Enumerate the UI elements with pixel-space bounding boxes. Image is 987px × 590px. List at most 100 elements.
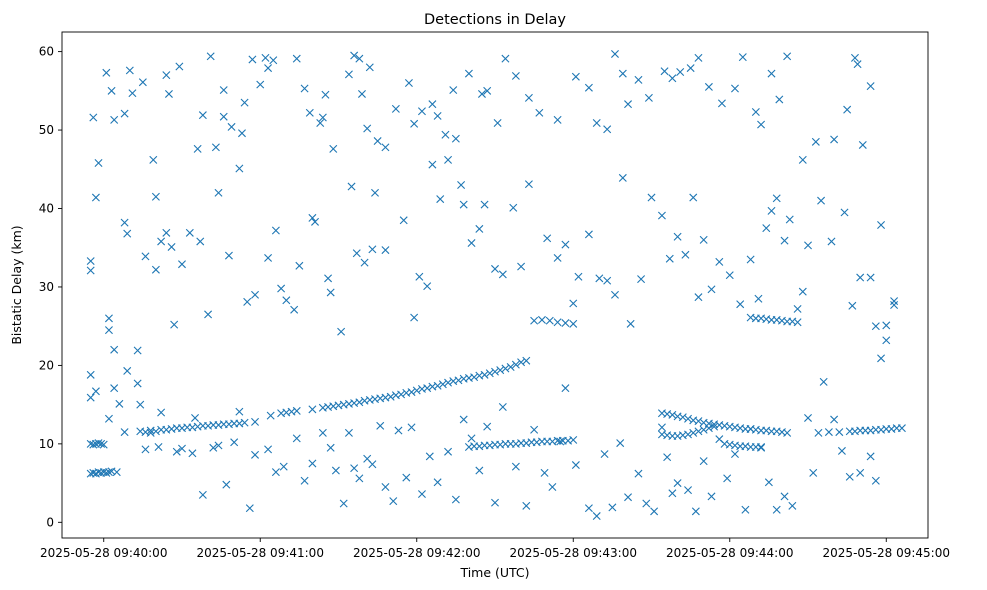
data-point [673, 232, 682, 241]
data-point [522, 501, 531, 510]
data-point [830, 415, 839, 424]
data-point [415, 272, 424, 281]
data-point [616, 439, 625, 448]
data-point [491, 367, 499, 376]
data-point [381, 143, 390, 152]
x-tick-label: 2025-05-28 09:45:00 [823, 546, 950, 560]
data-point [856, 273, 865, 282]
data-point [569, 319, 578, 328]
data-point [793, 304, 802, 313]
data-point [780, 236, 789, 245]
data-point [94, 439, 103, 448]
data-point [86, 370, 95, 379]
data-point [157, 408, 166, 417]
data-point [295, 261, 304, 270]
data-point [524, 180, 533, 189]
data-point [866, 452, 875, 461]
data-point [261, 53, 270, 62]
data-point [660, 67, 669, 76]
data-points [86, 49, 906, 521]
data-point [206, 52, 215, 61]
data-point [433, 111, 442, 120]
x-axis-ticks: 2025-05-28 09:40:00 2025-05-28 09:41:00 20… [40, 538, 950, 560]
data-point [561, 319, 570, 328]
data-point [730, 84, 739, 93]
data-point [402, 473, 411, 482]
data-point [866, 273, 875, 282]
data-point [715, 257, 724, 266]
data-point [485, 369, 494, 378]
data-point [511, 462, 520, 471]
data-point [112, 468, 121, 477]
data-point [553, 253, 562, 262]
data-point [438, 380, 447, 389]
data-point [376, 421, 385, 430]
data-point [167, 242, 176, 251]
data-point [725, 271, 734, 280]
data-point [104, 414, 113, 423]
data-point [237, 129, 246, 138]
data-point [138, 78, 147, 87]
data-point [193, 144, 202, 153]
data-point [373, 137, 382, 146]
data-point [584, 230, 593, 239]
data-point [798, 287, 807, 296]
data-point [882, 321, 891, 330]
data-point [788, 501, 797, 510]
data-point [858, 140, 867, 149]
data-point [151, 192, 160, 201]
y-tick-label: 10 [39, 437, 54, 451]
data-point [618, 173, 627, 182]
data-point [94, 159, 103, 167]
data-point [704, 424, 713, 433]
chart-title: Detections in Delay [424, 12, 566, 28]
data-point [110, 345, 119, 354]
data-point [243, 297, 252, 306]
data-point [457, 180, 466, 189]
data-point [198, 111, 207, 120]
data-point [89, 440, 98, 449]
data-point [561, 384, 570, 393]
data-point [483, 86, 492, 95]
data-point [151, 427, 160, 436]
data-point [751, 108, 760, 117]
data-point [694, 427, 703, 436]
data-point [357, 89, 366, 98]
data-point [316, 119, 325, 127]
data-point [830, 135, 839, 144]
data-point [417, 107, 426, 116]
x-tick-label: 2025-05-28 09:40:00 [40, 546, 167, 560]
data-point [318, 428, 327, 437]
data-point [368, 245, 377, 254]
x-tick-label: 2025-05-28 09:42:00 [353, 546, 480, 560]
y-tick-label: 40 [39, 202, 54, 216]
data-point [324, 274, 333, 283]
data-point [394, 426, 403, 435]
data-point [381, 246, 390, 255]
x-tick-label: 2025-05-28 09:41:00 [197, 546, 324, 560]
data-point [710, 422, 719, 431]
data-point [738, 53, 747, 62]
data-point [530, 425, 539, 434]
data-point [498, 403, 507, 411]
data-point [337, 327, 346, 336]
data-point [120, 218, 129, 227]
data-point [271, 226, 280, 235]
data-point [819, 377, 828, 386]
data-point [717, 99, 726, 108]
y-axis-ticks: 0 10 20 30 40 50 60 [39, 45, 62, 529]
data-point [321, 90, 330, 99]
data-point [843, 105, 852, 114]
data-point [556, 437, 565, 446]
data-point [694, 293, 703, 302]
data-point [211, 143, 220, 152]
data-point [775, 95, 784, 104]
data-point [626, 319, 635, 328]
data-point [827, 237, 836, 246]
data-point [91, 387, 100, 396]
data-point [120, 109, 129, 118]
data-point [780, 492, 789, 501]
plot-frame [61, 31, 929, 539]
data-point [569, 299, 578, 308]
data-point [686, 64, 695, 73]
